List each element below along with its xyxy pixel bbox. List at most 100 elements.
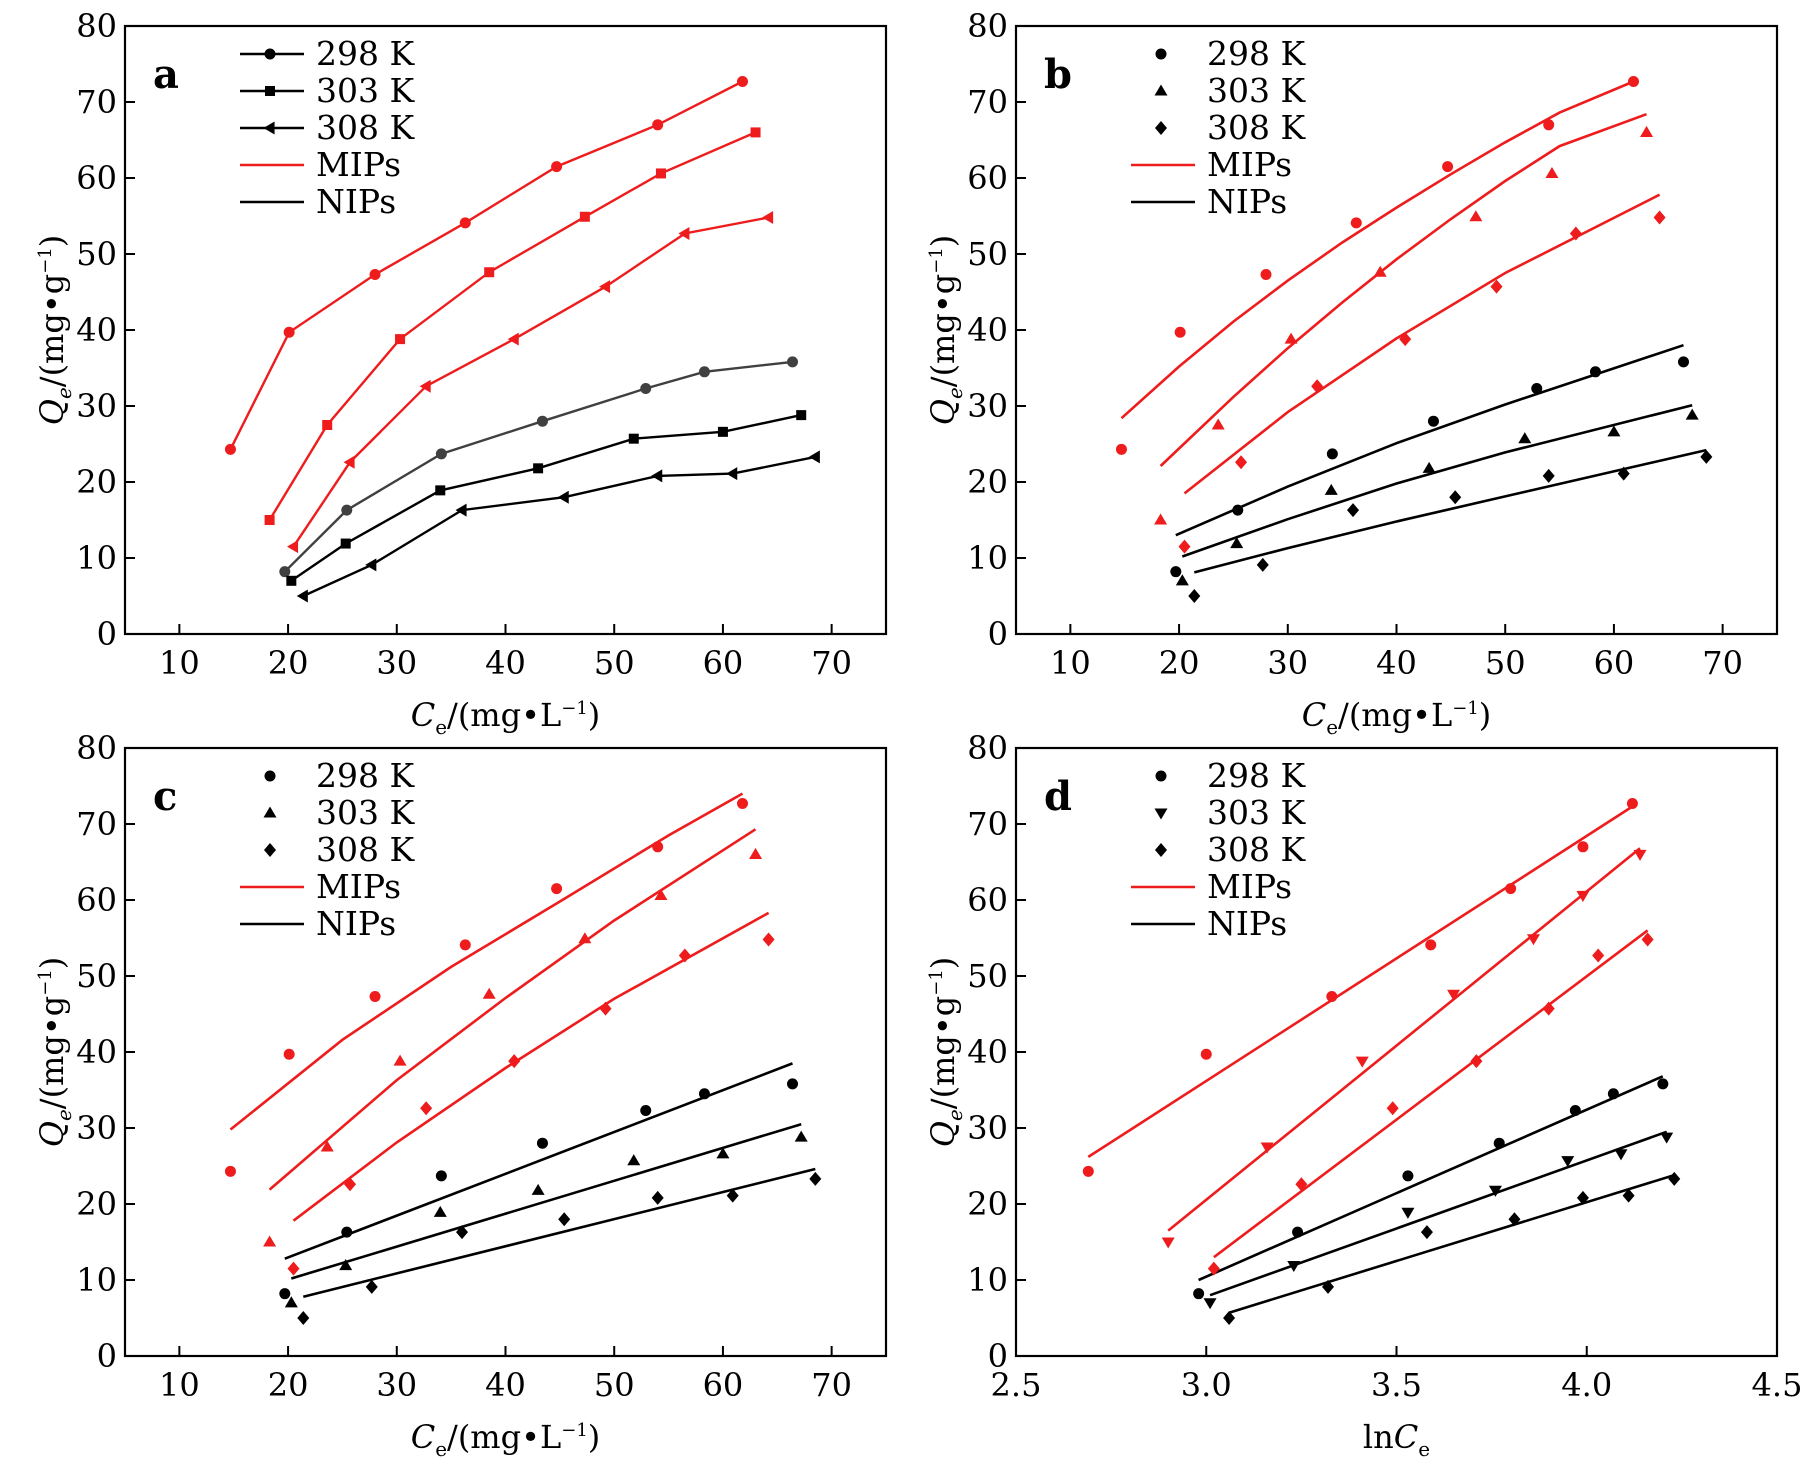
y-tick-label: 60 (967, 881, 1008, 919)
data-point (1295, 1177, 1308, 1192)
data-point (762, 211, 774, 225)
y-tick-label: 30 (76, 1109, 117, 1147)
fit-line (1175, 343, 1684, 537)
x-axis-label: Ce/(mg•L−1) (411, 1418, 601, 1461)
y-tick-label: 20 (967, 1185, 1008, 1223)
legend-marker (1155, 843, 1167, 857)
y-tick-label: 50 (967, 235, 1008, 273)
data-point (1292, 1226, 1304, 1238)
data-point (1311, 379, 1324, 394)
svg-text:Qe/(mg•g−1): Qe/(mg•g−1) (924, 957, 967, 1148)
data-point (1622, 1188, 1635, 1203)
y-tick-label: 80 (967, 729, 1008, 767)
series (287, 932, 775, 1276)
data-point (1531, 383, 1543, 395)
data-point (1614, 1149, 1628, 1161)
data-point (1592, 948, 1605, 963)
series-line (229, 80, 744, 450)
data-point (1493, 1137, 1505, 1149)
data-point (1542, 468, 1555, 483)
data-point (1678, 356, 1690, 368)
legend-label: 308 K (1207, 830, 1306, 869)
data-point (726, 467, 738, 481)
panel-label: b (1044, 51, 1072, 98)
data-point (1386, 1101, 1399, 1116)
data-point (263, 1235, 277, 1247)
data-point (551, 883, 563, 895)
data-point (736, 75, 748, 87)
data-point (1627, 75, 1639, 87)
data-point (1542, 1001, 1555, 1016)
data-point (1589, 366, 1601, 378)
x-tick-label: 40 (485, 644, 526, 682)
data-point (640, 1105, 652, 1117)
data-point (1170, 566, 1182, 578)
data-point (717, 426, 728, 437)
legend-label: NIPs (1207, 904, 1287, 943)
data-point (1617, 466, 1630, 481)
legend-marker (1155, 121, 1167, 135)
data-point (341, 504, 353, 516)
legend-marker (264, 48, 276, 60)
series (1154, 125, 1654, 525)
series (1161, 849, 1647, 1249)
y-tick-label: 40 (967, 1033, 1008, 1071)
data-point (393, 1054, 407, 1066)
data-point (1174, 326, 1186, 338)
data-point (1175, 574, 1189, 586)
data-point (224, 1165, 236, 1177)
svg-text:Ce/(mg•L−1): Ce/(mg•L−1) (411, 696, 601, 739)
y-tick-label: 80 (76, 729, 117, 767)
data-point (286, 575, 297, 586)
data-point (340, 538, 351, 549)
data-point (1425, 939, 1437, 951)
data-point (1401, 1207, 1415, 1219)
fit-line (292, 911, 770, 1222)
y-axis-label: Qe/(mg•g−1) (924, 235, 967, 426)
data-point (1640, 125, 1654, 137)
y-axis-label: Qe/(mg•g−1) (924, 957, 967, 1148)
data-point (287, 1261, 300, 1276)
data-point (1355, 1056, 1369, 1068)
series (296, 450, 820, 603)
data-point (1223, 1311, 1236, 1325)
panel-c: 0 10 20 30 40 50 60 70 80 10 20 30 40 50 60 70 c Qe/(mg•g… (33, 729, 888, 1461)
data-point (284, 1296, 298, 1308)
data-point (320, 1140, 334, 1152)
svg-text:Ce/(mg•L−1): Ce/(mg•L−1) (411, 1418, 601, 1461)
data-point (1607, 1088, 1619, 1100)
data-point (1657, 1078, 1669, 1090)
y-tick-label: 10 (967, 539, 1008, 577)
series (224, 75, 748, 455)
legend-label: 298 K (316, 34, 415, 73)
fit-line (1198, 1075, 1664, 1282)
data-point (1256, 557, 1269, 572)
y-tick-label: 50 (76, 235, 117, 273)
y-tick-label: 30 (76, 387, 117, 425)
data-point (287, 540, 299, 554)
data-point (1178, 539, 1191, 554)
fit-line (1213, 929, 1649, 1259)
y-tick-label: 70 (76, 83, 117, 121)
data-point (1607, 425, 1621, 437)
data-point (1700, 449, 1713, 464)
y-tick-label: 50 (76, 957, 117, 995)
fit-line (1167, 847, 1641, 1232)
x-tick-label: 10 (159, 1366, 200, 1404)
x-axis-label: Ce/(mg•L−1) (1302, 696, 1492, 739)
series (1188, 449, 1713, 603)
x-tick-label: 70 (1702, 644, 1743, 682)
series (264, 127, 761, 525)
data-point (1420, 1225, 1433, 1240)
x-tick-label: 50 (594, 1366, 635, 1404)
data-point (1347, 503, 1360, 518)
x-axis-label: lnCe (1363, 1418, 1430, 1461)
plot-frame (123, 24, 888, 636)
series (1082, 797, 1638, 1177)
data-point (1154, 513, 1168, 525)
data-point (435, 1170, 447, 1182)
data-point (1422, 461, 1436, 473)
data-point (1488, 1185, 1502, 1197)
data-point (698, 366, 710, 378)
data-point (558, 1212, 571, 1227)
